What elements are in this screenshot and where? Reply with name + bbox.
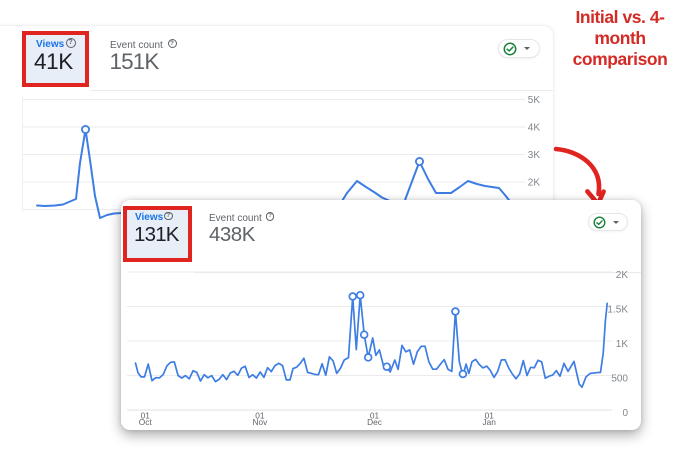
svg-text:2K: 2K xyxy=(616,270,629,281)
svg-text:01: 01 xyxy=(370,411,380,421)
svg-text:1.5K: 1.5K xyxy=(607,305,628,316)
svg-text:01: 01 xyxy=(255,411,265,421)
svg-text:Oct: Oct xyxy=(139,417,153,427)
svg-text:5K: 5K xyxy=(528,95,541,106)
svg-text:500: 500 xyxy=(611,374,628,385)
svg-text:0: 0 xyxy=(622,408,628,419)
svg-text:Nov: Nov xyxy=(253,417,269,427)
svg-text:4K: 4K xyxy=(528,123,541,134)
svg-text:01: 01 xyxy=(141,411,151,421)
svg-text:Dec: Dec xyxy=(367,417,382,427)
svg-text:01: 01 xyxy=(485,411,495,421)
svg-text:1K: 1K xyxy=(616,339,629,350)
svg-text:2K: 2K xyxy=(528,178,541,189)
svg-text:3K: 3K xyxy=(528,150,541,161)
svg-text:Jan: Jan xyxy=(483,417,497,427)
